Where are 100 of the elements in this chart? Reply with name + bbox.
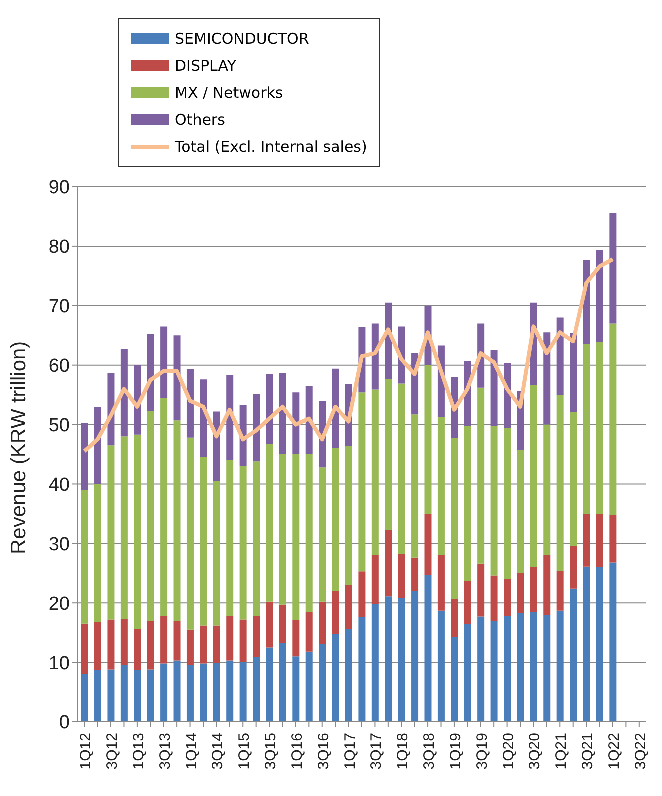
bar bbox=[279, 642, 286, 722]
bar bbox=[306, 454, 313, 612]
y-tick-label: 10 bbox=[48, 653, 70, 674]
bar bbox=[358, 617, 366, 722]
x-tick-label: 3Q12 bbox=[104, 733, 122, 770]
bar bbox=[200, 664, 208, 722]
bar bbox=[120, 666, 128, 722]
y-tick-label: 90 bbox=[48, 178, 70, 199]
bar bbox=[398, 554, 406, 598]
bar bbox=[412, 558, 419, 592]
bar bbox=[94, 484, 102, 622]
bar bbox=[490, 576, 498, 621]
bar bbox=[438, 417, 445, 556]
legend-label: Others bbox=[175, 110, 226, 128]
bar bbox=[398, 598, 406, 722]
bar bbox=[292, 454, 300, 620]
bar bbox=[160, 616, 168, 664]
bar bbox=[332, 634, 340, 722]
x-tick-label: 1Q22 bbox=[606, 733, 623, 770]
bar bbox=[81, 624, 88, 674]
x-tick-label: 1Q16 bbox=[288, 733, 306, 770]
x-tick-label: 3Q17 bbox=[368, 733, 386, 770]
bar bbox=[292, 620, 300, 657]
legend-label: SEMICONDUCTOR bbox=[175, 30, 310, 48]
bar bbox=[412, 414, 419, 558]
bar bbox=[451, 438, 458, 600]
bar bbox=[120, 619, 128, 666]
bar bbox=[174, 620, 181, 661]
bar bbox=[292, 656, 300, 722]
bar bbox=[478, 616, 485, 722]
bar bbox=[120, 349, 128, 437]
bar bbox=[266, 444, 274, 602]
bar bbox=[504, 616, 511, 722]
bar bbox=[253, 394, 260, 462]
bar bbox=[147, 622, 154, 670]
x-tick-label: 1Q21 bbox=[553, 733, 570, 770]
bar bbox=[451, 600, 458, 637]
bar bbox=[372, 556, 379, 604]
bar bbox=[306, 612, 313, 652]
bar bbox=[306, 386, 313, 454]
bar bbox=[478, 564, 485, 617]
y-tick-label: 70 bbox=[48, 296, 70, 318]
bar bbox=[147, 334, 154, 412]
bar bbox=[517, 573, 524, 614]
bar bbox=[544, 556, 551, 615]
x-tick-label: 1Q14 bbox=[183, 733, 200, 770]
bar bbox=[544, 615, 551, 722]
bar bbox=[504, 428, 511, 580]
y-tick-label: 80 bbox=[48, 237, 70, 258]
bar bbox=[186, 666, 194, 722]
bar bbox=[583, 514, 590, 567]
bar bbox=[464, 581, 472, 625]
x-tick-label: 3Q18 bbox=[421, 733, 438, 770]
bar bbox=[530, 567, 538, 612]
x-tick-label: 1Q15 bbox=[236, 733, 254, 770]
bar bbox=[451, 636, 458, 722]
bar bbox=[530, 386, 538, 568]
bar bbox=[279, 373, 286, 454]
bar bbox=[385, 596, 392, 722]
bar bbox=[240, 620, 247, 662]
bar bbox=[240, 662, 247, 722]
bar bbox=[94, 622, 102, 670]
bar bbox=[610, 562, 617, 722]
bar bbox=[319, 644, 326, 722]
line-series bbox=[82, 258, 615, 454]
bar bbox=[610, 324, 617, 516]
bar bbox=[213, 626, 220, 664]
bar bbox=[358, 392, 366, 572]
bar bbox=[610, 515, 617, 563]
bar bbox=[108, 446, 115, 620]
bar bbox=[279, 454, 286, 605]
bar bbox=[556, 318, 564, 396]
bar bbox=[81, 490, 88, 624]
bar bbox=[226, 616, 234, 661]
legend-label: DISPLAY bbox=[175, 56, 237, 74]
bar bbox=[108, 670, 115, 722]
bar bbox=[504, 579, 511, 616]
bar bbox=[517, 450, 524, 574]
x-tick-label: 3Q19 bbox=[474, 733, 491, 770]
x-tick-label: 1Q13 bbox=[130, 733, 148, 770]
x-tick-label: 3Q20 bbox=[526, 733, 544, 770]
bar bbox=[398, 384, 406, 554]
bar bbox=[160, 664, 168, 722]
bar bbox=[134, 670, 142, 722]
bar bbox=[596, 567, 604, 722]
bar bbox=[186, 630, 194, 666]
bar bbox=[253, 462, 260, 616]
bar bbox=[424, 575, 432, 722]
bar bbox=[385, 530, 392, 597]
x-tick-label: 3Q21 bbox=[580, 733, 597, 770]
bar bbox=[226, 460, 234, 616]
bar bbox=[424, 514, 432, 576]
bar bbox=[306, 652, 313, 722]
bar bbox=[266, 374, 274, 444]
bar bbox=[596, 514, 604, 568]
bar bbox=[240, 466, 247, 620]
bar bbox=[292, 392, 300, 454]
bar bbox=[345, 446, 352, 586]
bar bbox=[372, 324, 379, 390]
bar bbox=[544, 424, 551, 556]
